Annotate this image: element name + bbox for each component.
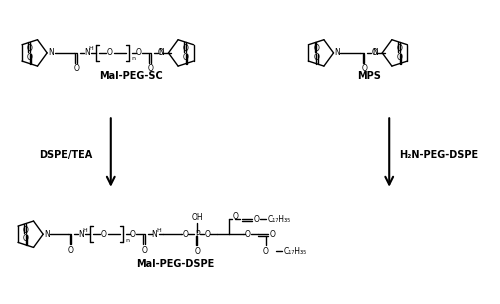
Text: N: N — [372, 48, 378, 57]
Text: O: O — [194, 247, 200, 256]
Text: O: O — [270, 230, 276, 239]
Text: O: O — [182, 230, 188, 239]
Text: N: N — [48, 48, 54, 57]
Text: N: N — [152, 230, 158, 239]
Text: O: O — [396, 53, 402, 62]
Text: O: O — [23, 226, 28, 235]
Text: C₁₇H₃₅: C₁₇H₃₅ — [267, 215, 290, 224]
Text: OH: OH — [192, 213, 203, 222]
Text: O: O — [254, 215, 260, 224]
Text: N: N — [334, 48, 340, 57]
Text: DSPE/TEA: DSPE/TEA — [40, 150, 92, 160]
Text: O: O — [74, 64, 80, 73]
Text: Mal-PEG-DSPE: Mal-PEG-DSPE — [136, 259, 214, 269]
Text: H₂N-PEG-DSPE: H₂N-PEG-DSPE — [400, 150, 478, 160]
Text: H: H — [88, 47, 94, 51]
Text: O: O — [130, 230, 136, 239]
Text: N: N — [78, 230, 84, 239]
Text: O: O — [23, 234, 28, 243]
Text: P: P — [195, 230, 200, 239]
Text: O: O — [68, 246, 74, 254]
Text: n: n — [132, 56, 136, 61]
Text: O: O — [233, 212, 239, 221]
Text: O: O — [107, 48, 112, 57]
Text: MPS: MPS — [358, 71, 382, 81]
Text: O: O — [313, 53, 319, 62]
Text: O: O — [204, 230, 210, 239]
Text: N: N — [158, 48, 164, 57]
Text: O: O — [183, 44, 189, 53]
Text: O: O — [142, 246, 148, 254]
Text: O: O — [27, 53, 32, 62]
Text: N: N — [84, 48, 90, 57]
Text: Mal-PEG-SC: Mal-PEG-SC — [99, 71, 162, 81]
Text: C₁₇H₃₅: C₁₇H₃₅ — [283, 247, 306, 256]
Text: O: O — [245, 230, 251, 239]
Text: O: O — [313, 44, 319, 53]
Text: H: H — [82, 228, 87, 233]
Text: O: O — [263, 247, 269, 256]
Text: O: O — [396, 44, 402, 53]
Text: O: O — [101, 230, 107, 239]
Text: O: O — [148, 64, 154, 73]
Text: O: O — [183, 53, 189, 62]
Text: O: O — [362, 64, 368, 73]
Text: N: N — [44, 230, 50, 239]
Text: O: O — [27, 44, 32, 53]
Text: O: O — [372, 48, 377, 57]
Text: O: O — [158, 48, 164, 57]
Text: O: O — [136, 48, 141, 57]
Text: n: n — [126, 238, 130, 243]
Text: H: H — [156, 228, 161, 233]
